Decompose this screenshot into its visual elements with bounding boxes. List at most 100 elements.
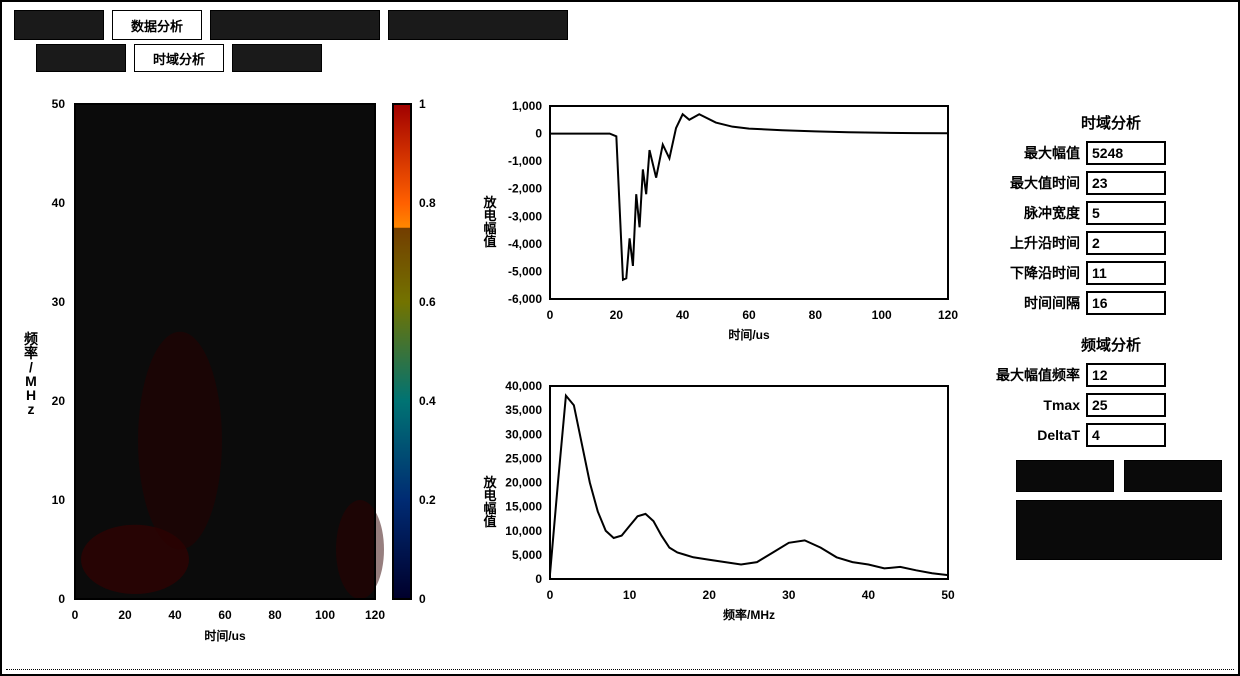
svg-text:40: 40 [52, 196, 66, 210]
tab-time-domain[interactable]: 时域分析 [134, 44, 224, 72]
time-param-label-2: 脉冲宽度 [996, 203, 1086, 223]
action-buttons-row [1016, 460, 1226, 492]
svg-text:120: 120 [938, 308, 958, 322]
time-param-value-1[interactable]: 23 [1086, 171, 1166, 195]
svg-text:0: 0 [535, 572, 542, 586]
footer-divider [6, 669, 1234, 670]
freq-params-title: 频域分析 [996, 334, 1226, 355]
tab-1-3[interactable] [388, 10, 568, 40]
svg-text:40: 40 [168, 608, 182, 622]
svg-text:40,000: 40,000 [505, 379, 542, 393]
svg-text:25,000: 25,000 [505, 451, 542, 465]
time-param-value-0[interactable]: 5248 [1086, 141, 1166, 165]
time-param-row-2: 脉冲宽度5 [996, 199, 1226, 226]
svg-text:15,000: 15,000 [505, 500, 542, 514]
svg-text:0: 0 [72, 608, 79, 622]
tab-1-0[interactable] [14, 10, 104, 40]
freq-chart-svg: 05,00010,00015,00020,00025,00030,00035,0… [480, 374, 960, 629]
time-domain-chart: 放电幅值 -6,000-5,000-4,000-3,000-2,000-1,00… [480, 94, 960, 349]
svg-text:30: 30 [782, 588, 796, 602]
svg-text:时间/us: 时间/us [204, 628, 246, 643]
svg-text:0.6: 0.6 [419, 295, 436, 309]
svg-text:0: 0 [547, 588, 554, 602]
svg-text:1,000: 1,000 [512, 99, 542, 113]
tab-1-2[interactable] [210, 10, 380, 40]
svg-text:40: 40 [676, 308, 690, 322]
time-param-value-5[interactable]: 16 [1086, 291, 1166, 315]
svg-text:20,000: 20,000 [505, 476, 542, 490]
content-area: 频率/MHz 02040608010012001020304050时间/us00… [10, 94, 1230, 666]
freq-param-value-1[interactable]: 25 [1086, 393, 1166, 417]
svg-text:30,000: 30,000 [505, 427, 542, 441]
action-button-1[interactable] [1016, 460, 1114, 492]
time-param-value-3[interactable]: 2 [1086, 231, 1166, 255]
freq-param-row-2: DeltaT4 [996, 421, 1226, 448]
time-params-title: 时域分析 [996, 112, 1226, 133]
svg-text:10: 10 [52, 493, 66, 507]
freq-chart-ylabel: 放电幅值 [482, 476, 498, 528]
svg-text:-1,000: -1,000 [508, 154, 542, 168]
time-param-label-3: 上升沿时间 [996, 233, 1086, 253]
tab-2-2[interactable] [232, 44, 322, 72]
svg-text:0: 0 [535, 127, 542, 141]
spectrogram-ylabel: 频率/MHz [16, 332, 46, 416]
time-param-label-4: 下降沿时间 [996, 263, 1086, 283]
svg-text:频率/MHz: 频率/MHz [723, 607, 775, 622]
svg-text:40: 40 [862, 588, 876, 602]
params-panel: 时域分析 最大幅值5248最大值时间23脉冲宽度5上升沿时间2下降沿时间11时间… [996, 94, 1226, 560]
svg-text:-5,000: -5,000 [508, 264, 542, 278]
freq-param-value-0[interactable]: 12 [1086, 363, 1166, 387]
app-root: 数据分析 时域分析 频率/MHz 02040608010012001020304… [0, 0, 1240, 676]
time-param-row-4: 下降沿时间11 [996, 259, 1226, 286]
freq-param-label-2: DeltaT [996, 427, 1086, 443]
time-chart-svg: -6,000 -5,000 -4,000 -3,000 -2,000 -1,000 0 1,0… [480, 94, 960, 349]
svg-text:20: 20 [52, 394, 66, 408]
svg-text:100: 100 [872, 308, 892, 322]
time-param-label-5: 时间间隔 [996, 293, 1086, 313]
time-param-row-5: 时间间隔16 [996, 289, 1226, 316]
freq-param-row-0: 最大幅值频率12 [996, 361, 1226, 388]
svg-text:20: 20 [703, 588, 717, 602]
svg-text:0.4: 0.4 [419, 394, 436, 408]
time-param-row-0: 最大幅值5248 [996, 139, 1226, 166]
svg-text:20: 20 [118, 608, 132, 622]
svg-text:0: 0 [58, 592, 65, 606]
tab-data-analysis[interactable]: 数据分析 [112, 10, 202, 40]
time-param-label-0: 最大幅值 [996, 143, 1086, 163]
spectrogram-panel: 频率/MHz 02040608010012001020304050时间/us00… [20, 94, 450, 654]
svg-text:-4,000: -4,000 [508, 237, 542, 251]
svg-text:-2,000: -2,000 [508, 182, 542, 196]
freq-param-value-2[interactable]: 4 [1086, 423, 1166, 447]
svg-text:100: 100 [315, 608, 335, 622]
tab-row-2: 时域分析 [36, 44, 1226, 72]
time-param-row-3: 上升沿时间2 [996, 229, 1226, 256]
svg-text:0.8: 0.8 [419, 196, 436, 210]
svg-text:80: 80 [268, 608, 282, 622]
svg-text:60: 60 [742, 308, 756, 322]
svg-text:50: 50 [941, 588, 955, 602]
svg-text:时间/us: 时间/us [728, 327, 770, 342]
svg-text:0: 0 [419, 592, 426, 606]
tab-2-0[interactable] [36, 44, 126, 72]
svg-text:1: 1 [419, 97, 426, 111]
svg-text:10,000: 10,000 [505, 524, 542, 538]
freq-param-label-1: Tmax [996, 397, 1086, 413]
tab-row-1: 数据分析 [14, 10, 1226, 40]
time-param-value-2[interactable]: 5 [1086, 201, 1166, 225]
spectrogram-svg: 02040608010012001020304050时间/us00.20.40.… [20, 94, 450, 654]
freq-param-label-0: 最大幅值频率 [996, 365, 1086, 385]
svg-text:-6,000: -6,000 [508, 292, 542, 306]
freq-domain-chart: 放电幅值 05,00010,00015,00020,00025,00030,00… [480, 374, 960, 629]
svg-text:0: 0 [547, 308, 554, 322]
action-button-2[interactable] [1124, 460, 1222, 492]
svg-text:20: 20 [610, 308, 624, 322]
svg-text:0.2: 0.2 [419, 493, 436, 507]
svg-text:50: 50 [52, 97, 66, 111]
svg-text:35,000: 35,000 [505, 403, 542, 417]
time-param-value-4[interactable]: 11 [1086, 261, 1166, 285]
action-button-large[interactable] [1016, 500, 1222, 560]
svg-text:60: 60 [218, 608, 232, 622]
svg-text:10: 10 [623, 588, 637, 602]
time-param-row-1: 最大值时间23 [996, 169, 1226, 196]
svg-text:-3,000: -3,000 [508, 209, 542, 223]
